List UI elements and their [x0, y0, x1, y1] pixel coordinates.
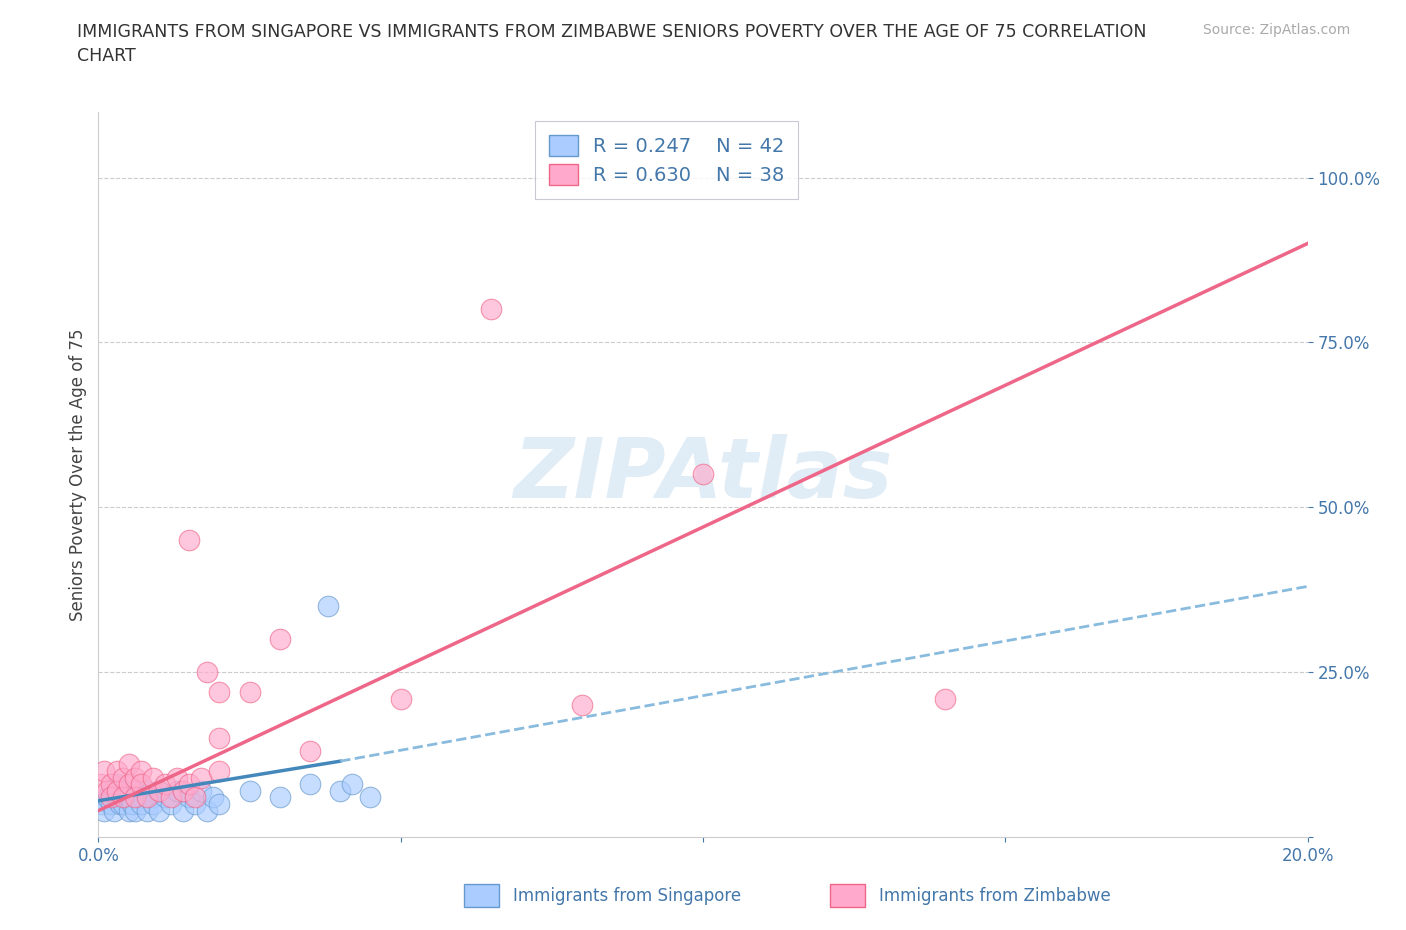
Point — [135, 783, 157, 798]
Point — [208, 731, 231, 746]
Point — [160, 790, 183, 804]
Point — [329, 783, 352, 798]
Point — [934, 691, 956, 706]
Point — [299, 744, 322, 759]
Point — [202, 790, 225, 804]
Point — [103, 804, 125, 818]
Point — [190, 783, 212, 798]
Point — [93, 804, 115, 818]
Point — [90, 797, 112, 812]
Point — [100, 783, 122, 798]
Point — [105, 790, 128, 804]
Point — [124, 783, 146, 798]
Point — [100, 790, 122, 804]
Point — [342, 777, 364, 791]
Point — [135, 804, 157, 818]
Point — [179, 790, 201, 804]
Point — [195, 804, 218, 818]
Point — [208, 764, 231, 778]
Point — [692, 467, 714, 482]
Point — [114, 790, 136, 804]
Text: Immigrants from Singapore: Immigrants from Singapore — [513, 886, 741, 905]
Point — [108, 797, 131, 812]
Point — [166, 783, 188, 798]
Text: Source: ZipAtlas.com: Source: ZipAtlas.com — [1202, 23, 1350, 37]
Point — [96, 783, 118, 798]
Point — [118, 790, 141, 804]
Point — [148, 804, 170, 818]
Point — [316, 599, 339, 614]
Text: ZIPAtlas: ZIPAtlas — [513, 433, 893, 515]
Point — [153, 777, 176, 791]
Point — [100, 777, 122, 791]
Point — [129, 790, 152, 804]
Point — [142, 797, 165, 812]
Point — [148, 783, 170, 798]
Point — [160, 797, 183, 812]
Point — [129, 777, 152, 791]
Y-axis label: Seniors Poverty Over the Age of 75: Seniors Poverty Over the Age of 75 — [69, 328, 87, 620]
Point — [111, 770, 134, 785]
Point — [184, 790, 207, 804]
Text: Immigrants from Zimbabwe: Immigrants from Zimbabwe — [879, 886, 1111, 905]
Point — [142, 790, 165, 804]
Point — [148, 783, 170, 798]
Point — [118, 757, 141, 772]
Point — [124, 770, 146, 785]
Point — [129, 764, 152, 778]
Point — [118, 777, 141, 791]
Point — [172, 804, 194, 818]
Point — [239, 783, 262, 798]
Point — [571, 698, 593, 712]
Point — [481, 302, 503, 317]
Point — [153, 790, 176, 804]
Point — [166, 770, 188, 785]
Point — [100, 797, 122, 812]
Point — [111, 783, 134, 798]
Point — [105, 783, 128, 798]
Point — [93, 764, 115, 778]
Point — [172, 783, 194, 798]
Point — [121, 797, 143, 812]
Point — [111, 797, 134, 812]
Point — [190, 770, 212, 785]
Point — [96, 790, 118, 804]
Point — [90, 777, 112, 791]
Point — [124, 804, 146, 818]
Point — [208, 684, 231, 699]
Point — [269, 790, 291, 804]
Point — [389, 691, 412, 706]
Point — [105, 764, 128, 778]
Point — [105, 777, 128, 791]
Point — [179, 533, 201, 548]
Point — [118, 804, 141, 818]
Point — [142, 770, 165, 785]
Point — [129, 797, 152, 812]
Point — [124, 790, 146, 804]
Legend: R = 0.247    N = 42, R = 0.630    N = 38: R = 0.247 N = 42, R = 0.630 N = 38 — [536, 121, 799, 199]
Point — [299, 777, 322, 791]
Point — [135, 790, 157, 804]
Text: IMMIGRANTS FROM SINGAPORE VS IMMIGRANTS FROM ZIMBABWE SENIORS POVERTY OVER THE A: IMMIGRANTS FROM SINGAPORE VS IMMIGRANTS … — [77, 23, 1147, 65]
Point — [269, 631, 291, 646]
Point — [111, 790, 134, 804]
Point — [179, 777, 201, 791]
Point — [195, 665, 218, 680]
Point — [360, 790, 382, 804]
Point — [184, 797, 207, 812]
Point — [208, 797, 231, 812]
Point — [239, 684, 262, 699]
